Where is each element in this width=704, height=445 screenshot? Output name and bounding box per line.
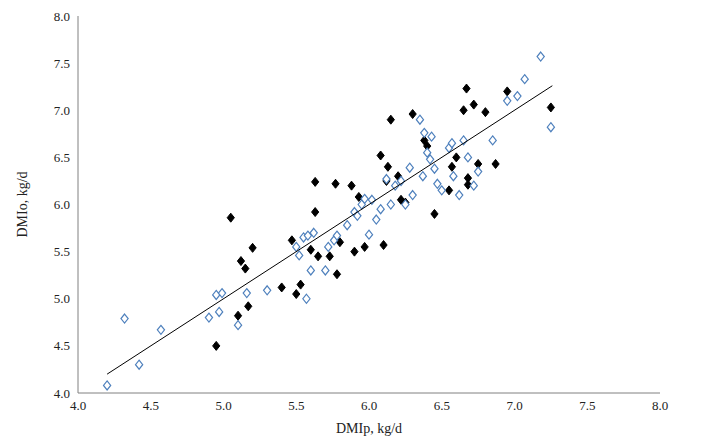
svg-text:5.5: 5.5 [288, 398, 304, 413]
svg-text:4.5: 4.5 [143, 398, 159, 413]
svg-text:6.0: 6.0 [54, 197, 70, 212]
svg-text:7.0: 7.0 [54, 103, 70, 118]
svg-text:DMIo, kg/d: DMIo, kg/d [15, 171, 30, 237]
svg-text:6.5: 6.5 [434, 398, 450, 413]
svg-text:DMIp, kg/d: DMIp, kg/d [336, 421, 402, 436]
svg-text:4.5: 4.5 [54, 338, 70, 353]
svg-text:8.0: 8.0 [652, 398, 668, 413]
svg-text:5.0: 5.0 [54, 291, 70, 306]
svg-text:5.5: 5.5 [54, 244, 70, 259]
svg-text:7.5: 7.5 [54, 56, 70, 71]
svg-text:5.0: 5.0 [215, 398, 231, 413]
svg-text:6.0: 6.0 [361, 398, 377, 413]
svg-text:4.0: 4.0 [70, 398, 86, 413]
svg-text:4.0: 4.0 [54, 386, 70, 401]
svg-text:6.5: 6.5 [54, 150, 70, 165]
svg-text:8.0: 8.0 [54, 9, 70, 24]
svg-text:7.5: 7.5 [579, 398, 595, 413]
svg-text:7.0: 7.0 [506, 398, 522, 413]
